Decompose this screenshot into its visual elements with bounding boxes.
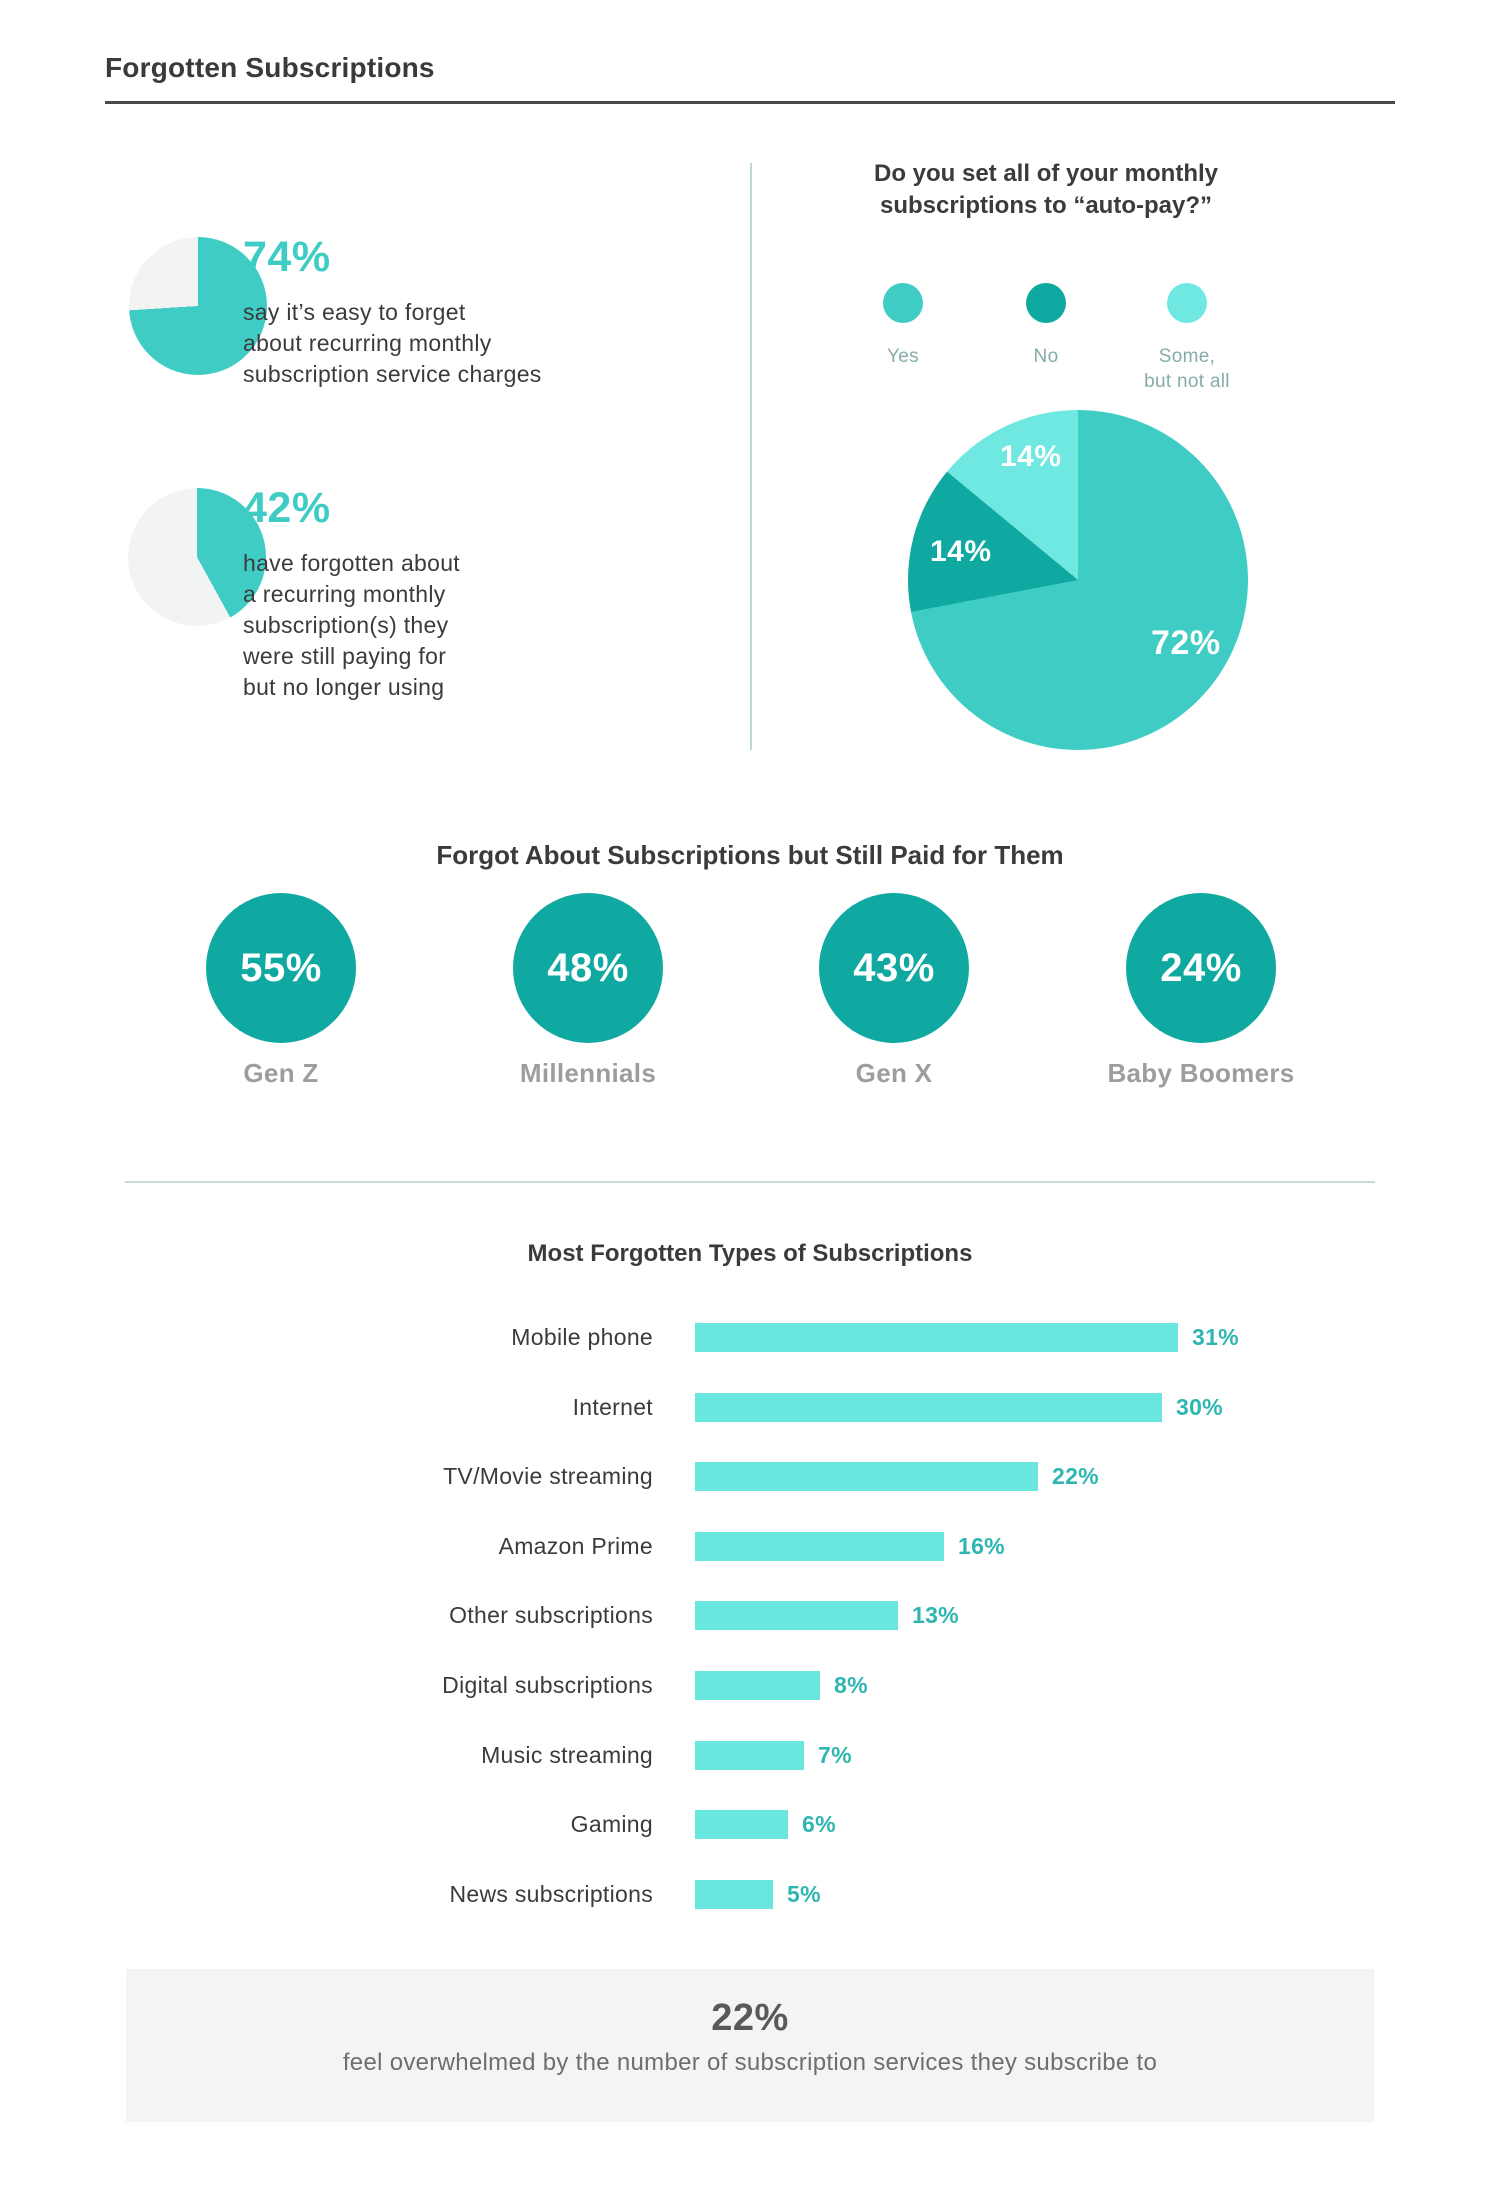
stat-description-42: have forgotten about a recurring monthly s… xyxy=(243,548,703,703)
generation-label-gen-z: Gen Z xyxy=(243,1058,319,1088)
bar-row-amazon-prime: Amazon Prime 16% xyxy=(0,1532,1500,1561)
stat-42-line-5: but no longer using xyxy=(243,674,445,700)
stat-value-42: 42% xyxy=(243,484,331,532)
bar-label-other-subscriptions: Other subscriptions xyxy=(449,1602,653,1628)
footer-stat-value: 22% xyxy=(711,1997,789,2039)
bar-value-digital-subscriptions: 8% xyxy=(834,1672,868,1698)
legend-dot-no xyxy=(1026,283,1066,323)
bar-digital-subscriptions xyxy=(695,1671,820,1700)
stat-value-74: 74% xyxy=(243,233,331,281)
bar-value-tv-movie-streaming: 22% xyxy=(1052,1463,1099,1489)
bar-row-news-subscriptions: News subscriptions 5% xyxy=(0,1880,1500,1909)
stat-description-74: say it’s easy to forget about recurring m… xyxy=(243,297,703,390)
vertical-divider xyxy=(750,163,752,750)
stat-74-line-2: about recurring monthly xyxy=(243,330,492,356)
bar-label-amazon-prime: Amazon Prime xyxy=(498,1533,653,1559)
bar-news-subscriptions xyxy=(695,1880,773,1909)
bar-value-amazon-prime: 16% xyxy=(958,1533,1005,1559)
stat-42-line-3: subscription(s) they xyxy=(243,612,449,638)
stat-42-line-4: were still paying for xyxy=(243,643,447,669)
autopay-title-line-2: subscriptions to “auto-pay?” xyxy=(879,192,1212,219)
bar-row-music-streaming: Music streaming 7% xyxy=(0,1741,1500,1770)
autopay-pie-chart: 72% 14% 14% xyxy=(908,410,1248,750)
bar-row-digital-subscriptions: Digital subscriptions 8% xyxy=(0,1671,1500,1700)
bar-value-internet: 30% xyxy=(1176,1394,1223,1420)
legend-label-some: Some, but not all xyxy=(1117,344,1257,394)
legend-dot-yes xyxy=(883,283,923,323)
bar-row-mobile-phone: Mobile phone 31% xyxy=(0,1323,1500,1352)
bar-value-music-streaming: 7% xyxy=(818,1742,852,1768)
bar-amazon-prime xyxy=(695,1532,944,1561)
page-title: Forgotten Subscriptions xyxy=(105,52,435,83)
autopay-question-title: Do you set all of your monthly subscripti… xyxy=(810,158,1282,222)
bar-label-internet: Internet xyxy=(572,1394,653,1420)
generation-value-gen-x: 43% xyxy=(853,945,935,990)
generation-label-millennials: Millennials xyxy=(519,1058,657,1088)
generation-label-gen-x: Gen X xyxy=(855,1058,933,1088)
bar-label-news-subscriptions: News subscriptions xyxy=(449,1881,653,1907)
bar-tv-movie-streaming xyxy=(695,1462,1038,1491)
legend-label-yes: Yes xyxy=(887,346,919,367)
bar-row-internet: Internet 30% xyxy=(0,1393,1500,1422)
footer-stat-text: feel overwhelmed by the number of subscr… xyxy=(342,2049,1158,2076)
pie-chart-74-percent xyxy=(129,237,267,375)
legend-label-no: No xyxy=(1033,346,1059,367)
autopay-title-line-1: Do you set all of your monthly xyxy=(873,160,1219,187)
title-underline xyxy=(105,101,1395,104)
pie-slice-label-no: 14% xyxy=(930,535,992,568)
generation-circle-baby-boomers: 24% xyxy=(1126,893,1276,1043)
bar-music-streaming xyxy=(695,1741,804,1770)
bar-gaming xyxy=(695,1810,788,1839)
pie-slice-label-some: 14% xyxy=(1000,440,1062,473)
bar-label-gaming: Gaming xyxy=(570,1811,653,1837)
stat-42-line-2: a recurring monthly xyxy=(243,581,446,607)
stat-42-line-1: have forgotten about xyxy=(243,550,460,576)
bar-value-mobile-phone: 31% xyxy=(1192,1324,1239,1350)
stat-block-42: 42% have forgotten about a recurring mont… xyxy=(243,485,703,703)
legend-item-no: No xyxy=(976,283,1116,369)
bar-internet xyxy=(695,1393,1162,1422)
generation-value-millennials: 48% xyxy=(547,945,629,990)
generation-circle-millennials: 48% xyxy=(513,893,663,1043)
generation-circle-gen-x: 43% xyxy=(819,893,969,1043)
bar-label-mobile-phone: Mobile phone xyxy=(511,1324,653,1350)
bar-row-tv-movie-streaming: TV/Movie streaming 22% xyxy=(0,1462,1500,1491)
generation-value-gen-z: 55% xyxy=(240,945,322,990)
bar-value-news-subscriptions: 5% xyxy=(787,1881,821,1907)
bar-other-subscriptions xyxy=(695,1601,898,1630)
generation-value-baby-boomers: 24% xyxy=(1160,945,1242,990)
legend-dot-some xyxy=(1167,283,1207,323)
stat-74-line-1: say it’s easy to forget xyxy=(243,299,466,325)
generations-section-title: Forgot About Subscriptions but Still Pai… xyxy=(436,840,1064,870)
bar-mobile-phone xyxy=(695,1323,1178,1352)
bar-label-tv-movie-streaming: TV/Movie streaming xyxy=(443,1463,653,1489)
pie-chart-42-percent xyxy=(128,488,266,626)
stat-74-line-3: subscription service charges xyxy=(243,361,542,387)
pie-slice-label-yes: 72% xyxy=(1151,624,1221,662)
bar-label-music-streaming: Music streaming xyxy=(481,1742,653,1768)
bar-row-other-subscriptions: Other subscriptions 13% xyxy=(0,1601,1500,1630)
legend-item-some: Some, but not all xyxy=(1117,283,1257,394)
section-separator xyxy=(125,1181,1375,1183)
legend-item-yes: Yes xyxy=(833,283,973,369)
bar-value-other-subscriptions: 13% xyxy=(912,1602,959,1628)
bar-row-gaming: Gaming 6% xyxy=(0,1810,1500,1839)
legend-some-line-2: but not all xyxy=(1144,371,1230,392)
bar-chart-title: Most Forgotten Types of Subscriptions xyxy=(527,1240,973,1267)
footer-highlight-box: 22% feel overwhelmed by the number of su… xyxy=(126,1969,1374,2122)
stat-block-74: 74% say it’s easy to forget about recurri… xyxy=(243,234,703,390)
bar-value-gaming: 6% xyxy=(802,1811,836,1837)
generation-label-baby-boomers: Baby Boomers xyxy=(1107,1058,1295,1088)
generation-circle-gen-z: 55% xyxy=(206,893,356,1043)
legend-some-line-1: Some, xyxy=(1158,346,1216,367)
bar-label-digital-subscriptions: Digital subscriptions xyxy=(442,1672,653,1698)
